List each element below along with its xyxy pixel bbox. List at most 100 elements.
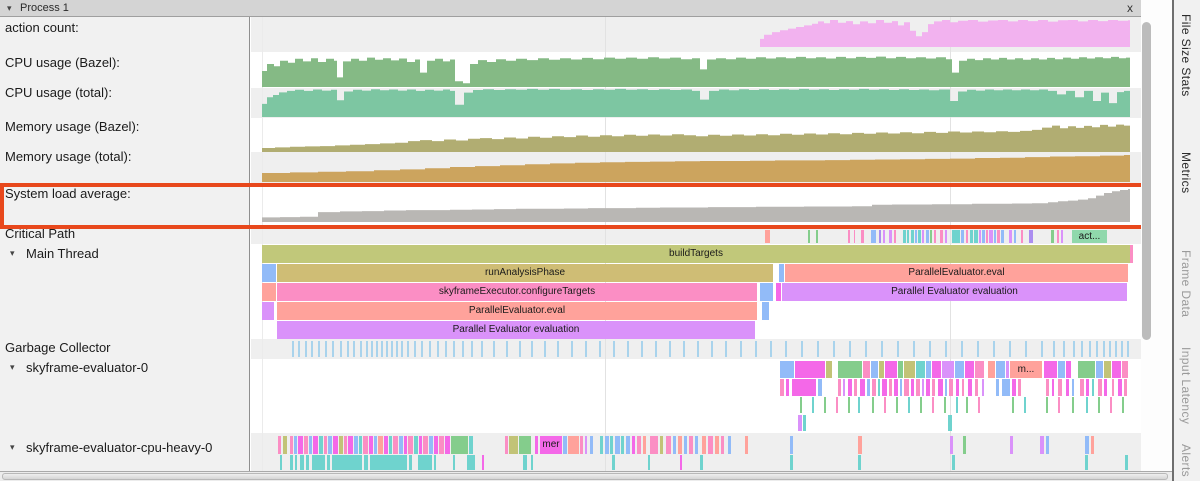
trace-span[interactable] [934,230,936,243]
trace-span[interactable] [803,415,806,431]
trace-span-skyframeexecutorconfiguretargets[interactable]: skyframeExecutor.configureTargets [277,283,757,301]
trace-span[interactable] [1053,341,1055,357]
trace-span[interactable] [1098,397,1100,413]
trace-span[interactable] [982,230,985,243]
trace-span[interactable] [669,341,671,357]
trace-span-act[interactable]: act... [1072,230,1107,243]
trace-span[interactable] [1092,379,1094,396]
trace-span[interactable] [615,436,620,454]
trace-span[interactable] [1091,436,1094,454]
trace-span[interactable] [544,341,546,357]
trace-span[interactable] [386,341,388,357]
trace-span[interactable] [655,341,657,357]
trace-span[interactable] [884,397,886,413]
trace-span[interactable] [929,341,931,357]
trace-span[interactable] [393,436,398,454]
trace-span[interactable] [506,341,508,357]
trace-span[interactable] [1046,397,1048,413]
trace-span[interactable] [304,436,308,454]
trace-span[interactable] [1112,379,1114,396]
trace-span[interactable] [339,436,343,454]
trace-span[interactable] [684,436,687,454]
trace-span[interactable] [1112,361,1121,378]
trace-span[interactable] [531,455,533,470]
collapse-arrow-icon[interactable]: ▾ [10,442,15,452]
trace-span[interactable] [740,341,742,357]
trace-span[interactable] [979,230,981,243]
trace-span[interactable] [1110,397,1112,413]
trace-span[interactable] [790,436,793,454]
trace-span[interactable] [911,379,914,396]
trace-span[interactable] [702,436,706,454]
trace-span[interactable] [879,230,881,243]
trace-span[interactable] [816,230,818,243]
trace-span[interactable] [1012,397,1014,413]
trace-span[interactable] [949,379,953,396]
trace-span[interactable] [1118,379,1122,396]
trace-span[interactable] [1052,379,1054,396]
trace-span-parallelevaluatoreval[interactable]: ParallelEvaluator.eval [785,264,1128,282]
trace-span[interactable] [755,341,757,357]
trace-span[interactable] [626,436,630,454]
trace-span[interactable] [956,397,958,413]
trace-span[interactable] [1080,379,1084,396]
trace-span[interactable] [437,341,439,357]
trace-span[interactable] [298,436,303,454]
trace-span[interactable] [1018,379,1021,396]
trace-span[interactable] [391,341,393,357]
trace-span[interactable] [660,436,663,454]
trace-span[interactable] [996,361,1005,378]
trace-span[interactable] [290,455,293,470]
trace-span[interactable] [956,379,959,396]
trace-span[interactable] [849,341,851,357]
trace-span[interactable] [580,436,583,454]
tab-file-size-stats[interactable]: File Size Stats [1179,14,1193,97]
trace-span[interactable] [975,361,984,378]
trace-span[interactable] [848,379,852,396]
trace-span[interactable] [952,455,955,470]
trace-span[interactable] [298,341,300,357]
trace-span[interactable] [471,341,473,357]
trace-span[interactable] [408,436,413,454]
trace-span[interactable] [1096,341,1098,357]
chart-action-count[interactable] [251,20,1141,47]
trace-span[interactable] [531,341,533,357]
trace-span[interactable] [641,341,643,357]
trace-span[interactable] [871,230,876,243]
trace-span[interactable] [482,455,484,470]
trace-span[interactable] [945,379,947,396]
trace-span[interactable] [332,455,362,470]
trace-span[interactable] [833,341,835,357]
trace-span[interactable] [493,341,495,357]
trace-span[interactable] [1002,379,1010,396]
trace-span[interactable] [1073,341,1075,357]
trace-span[interactable] [300,455,304,470]
trace-span[interactable] [585,341,587,357]
trace-span[interactable] [922,379,924,396]
trace-span[interactable] [843,379,845,396]
trace-span[interactable] [970,230,973,243]
trace-span[interactable] [648,455,650,470]
trace-span[interactable] [948,415,952,431]
trace-span[interactable] [975,379,978,396]
trace-span[interactable] [1009,230,1012,243]
trace-span[interactable] [621,436,624,454]
trace-span[interactable] [396,341,398,357]
trace-span[interactable] [725,341,727,357]
trace-span[interactable] [940,230,943,243]
trace-span[interactable] [1078,361,1095,378]
collapse-arrow-icon[interactable]: ▾ [10,362,15,372]
trace-span[interactable] [324,436,327,454]
trace-span[interactable] [519,436,531,454]
trace-span[interactable] [817,341,819,357]
trace-span[interactable] [882,379,887,396]
trace-span[interactable] [363,436,368,454]
trace-span[interactable] [1085,455,1088,470]
trace-span[interactable] [1046,436,1049,454]
trace-span[interactable] [1058,397,1060,413]
trace-span[interactable] [305,341,307,357]
trace-span[interactable] [800,397,802,413]
trace-span[interactable] [434,436,438,454]
trace-span[interactable] [290,436,293,454]
trace-span[interactable] [930,230,932,243]
